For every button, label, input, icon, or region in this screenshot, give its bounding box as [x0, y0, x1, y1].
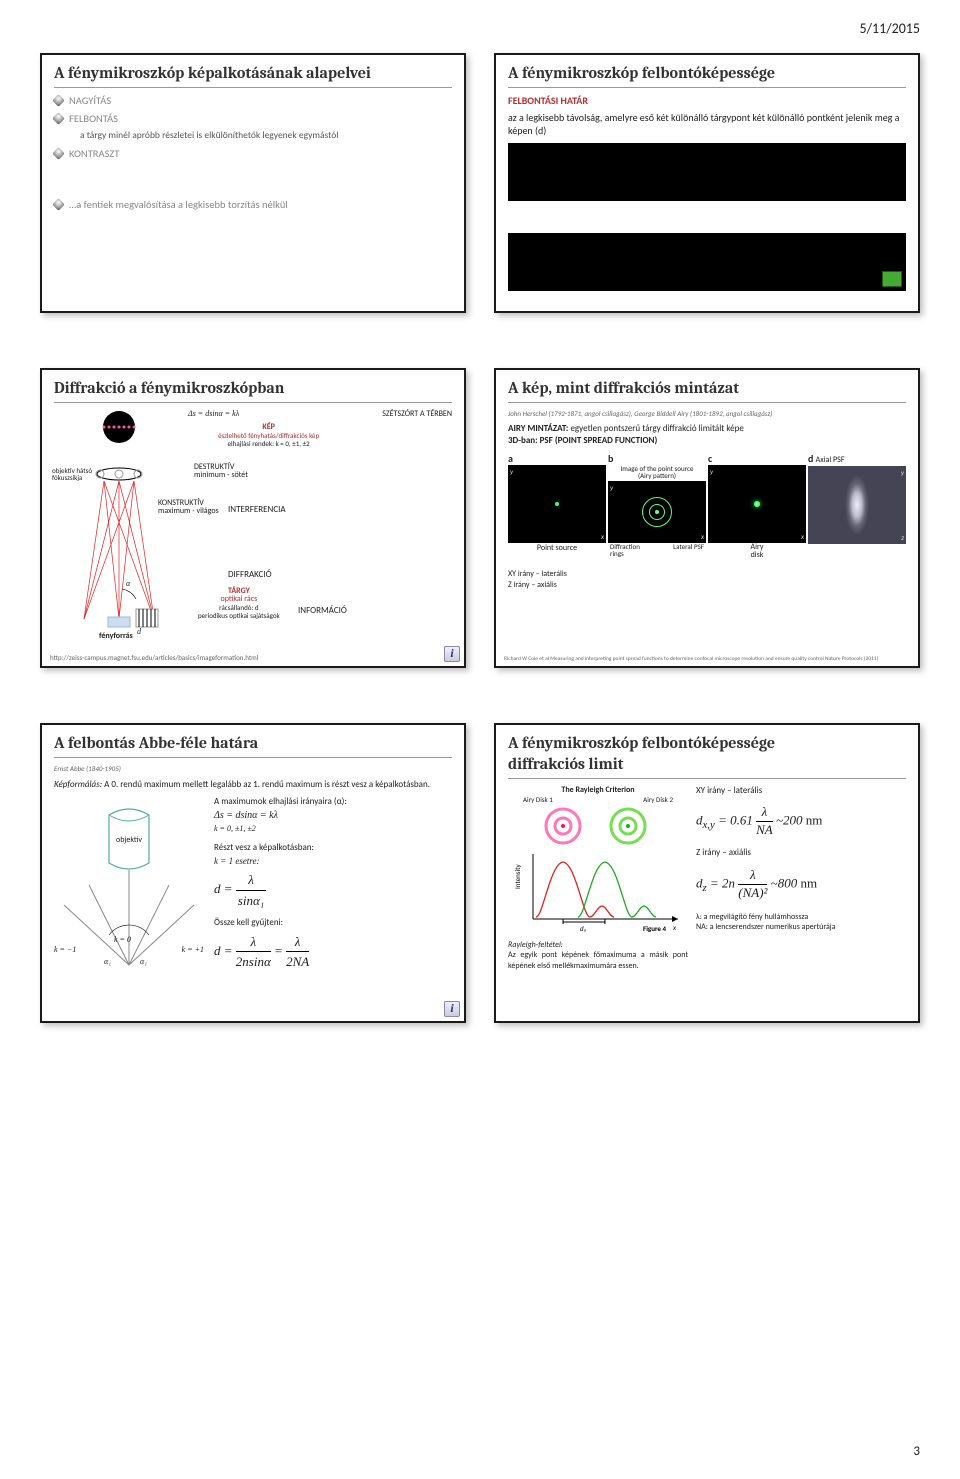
s3-kep3: elhajlási rendek: k = 0, ±1, ±2	[228, 439, 310, 448]
bullet-icon	[52, 198, 65, 211]
info-icon: i	[444, 1001, 460, 1017]
s4-credit: John Herschel (1792-1871, angol csillagá…	[508, 409, 906, 418]
s1-b2s: a tárgy minél apróbb részletei is elkülö…	[80, 128, 452, 142]
s3-info: INFORMÁCIÓ	[298, 605, 347, 617]
s6-t2: diffrakciós limit	[508, 755, 623, 773]
s4-img2: (Airy pattern)	[638, 471, 676, 480]
slide6-title: A fénymikroszkóp felbontóképessége diffr…	[508, 733, 906, 779]
s4-p3: Lateral PSF	[673, 543, 704, 557]
s1-b3: KONTRASZT	[69, 147, 119, 161]
s5-km1: k = −1	[54, 945, 76, 955]
s5-maxline: A maximumok elhajlási irányaira (α):	[214, 795, 452, 809]
s3-interf: INTERFERENCIA	[228, 504, 286, 516]
bullet-icon	[52, 148, 65, 161]
svg-text:Intensity: Intensity	[513, 864, 522, 889]
s6-na: NA: a lencserendszer numerikus apertúráj…	[696, 922, 906, 932]
s5-ossze: Össze kell gyűjteni:	[214, 916, 452, 930]
s5-reszt: Részt vesz a képalkotásban:	[214, 841, 452, 855]
s5-eq1: Δs = dsinα = kλ	[214, 808, 452, 823]
slide-3: Diffrakció a fénymikroszkópban	[40, 368, 466, 668]
s5-k0: k = 0	[114, 935, 131, 945]
s4-airy1: AIRY MINTÁZAT:	[508, 423, 568, 434]
bullet-icon	[52, 94, 65, 107]
slide-5: A felbontás Abbe-féle határa Ernst Abbe …	[40, 723, 466, 1023]
bullet-icon	[52, 113, 65, 126]
s4-airy2: 3D-ban: PSF (POINT SPREAD FUNCTION)	[508, 435, 906, 447]
slide-4: A kép, mint diffrakciós mintázat John He…	[494, 368, 920, 668]
s4-xy: XY irány – laterális	[508, 569, 906, 579]
page-number: 3	[913, 1444, 920, 1459]
slide3-title: Diffrakció a fénymikroszkópban	[54, 378, 452, 403]
s5-l1a: Képformálás:	[54, 779, 102, 790]
s6-ray1: Rayleigh-feltétel:	[508, 940, 688, 950]
s5-k1e: k = 1 esetre:	[214, 855, 452, 869]
s3-dest2: minimum - sötét	[194, 470, 248, 480]
s3-szet: SZÉTSZÓRT A TÉRBEN	[382, 409, 452, 419]
s2-sub: FELBONTÁSI HATÁR	[508, 94, 588, 107]
s5-eq1b: k = 0, ±1, ±2	[214, 823, 452, 835]
s6-lambda: λ: a megvilágító fény hullámhossza	[696, 912, 906, 922]
s6-xy: XY irány – laterális	[696, 785, 906, 797]
svg-text:x: x	[672, 923, 677, 932]
s3-alpha: α	[126, 579, 130, 589]
slide1-title: A fénymikroszkóp képalkotásának alapelve…	[54, 63, 452, 88]
s4-pc: c	[708, 452, 806, 465]
redacted-image-2	[508, 233, 906, 291]
s3-src: http://zeiss-campus.magnet.fsu.edu/artic…	[50, 653, 258, 662]
s6-ray2: Az egyik pont képének főmaximuma a másik…	[508, 950, 688, 971]
s4-airy1b: egyetlen pontszerű tárgy diffrakció limi…	[568, 423, 743, 434]
s3-kep2: észlelhető fényhatás/diffrakciós kép	[218, 431, 319, 440]
slide-2: A fénymikroszkóp felbontóképessége FELBO…	[494, 53, 920, 313]
slide4-title: A kép, mint diffrakciós mintázat	[508, 378, 906, 403]
svg-text:Figure 4: Figure 4	[643, 924, 667, 933]
page-date: 5/11/2015	[40, 20, 920, 37]
s4-p4b: disk	[751, 550, 764, 560]
s1-b1: NAGYÍTÁS	[69, 94, 111, 108]
s6-a1: Airy Disk 1	[523, 795, 553, 804]
diffraction-diagram	[54, 409, 184, 644]
s6-a2: Airy Disk 2	[643, 795, 673, 804]
s3-fenyforras: fényforrás	[99, 631, 133, 641]
slide-1: A fénymikroszkóp képalkotásának alapelve…	[40, 53, 466, 313]
s4-p2b: rings	[610, 549, 624, 558]
s2-def: az a legkisebb távolság, amelyre eső két…	[508, 111, 906, 137]
s3-objlabel2: fókuszsíkja	[52, 473, 82, 482]
s4-p1: Point source	[508, 543, 606, 553]
s1-b2: FELBONTÁS	[69, 112, 118, 126]
s3-targy4: periodikus optikai sajátságok	[198, 611, 280, 620]
s6-ct: The Rayleigh Criterion	[508, 785, 688, 795]
s5-a1: α₁	[104, 957, 111, 967]
info-icon: i	[444, 646, 460, 662]
slide2-title: A fénymikroszkóp felbontóképessége	[508, 63, 906, 88]
redacted-image-1	[508, 143, 906, 201]
s5-a1b: α₁	[140, 957, 147, 967]
s4-pd: d	[808, 452, 813, 465]
s5-l1b: A 0. rendű maximum mellett legalább az 1…	[102, 779, 430, 790]
s4-dlab: Axial PSF	[816, 455, 845, 465]
slide5-title: A felbontás Abbe-féle határa	[54, 733, 452, 758]
slide-6: A fénymikroszkóp felbontóképessége diffr…	[494, 723, 920, 1023]
s3-d: d	[137, 627, 141, 637]
s4-z: Z irány – axiális	[508, 580, 906, 590]
s3-eq: Δs = dsinα = kλ	[188, 409, 239, 419]
s4-ref: Richard W Cole et al Measuring and inter…	[504, 657, 910, 663]
s4-pa: a	[508, 452, 606, 465]
s5-credit: Ernst Abbe (1840-1905)	[54, 764, 452, 773]
s5-obj: objektív	[116, 835, 142, 845]
s5-kp1: k = +1	[182, 945, 204, 955]
s1-b4: …a fentiek megvalósítása a legkisebb tor…	[69, 198, 288, 212]
s3-diff: DIFFRAKCIÓ	[228, 569, 272, 581]
s6-t1: A fénymikroszkóp felbontóképessége	[508, 734, 775, 752]
svg-text:d₀: d₀	[580, 924, 587, 933]
s3-konst2: maximum - világos	[158, 506, 219, 516]
s6-zline: Z irány – axiális	[696, 847, 906, 859]
rayleigh-chart: Intensity x d₀ Figure 4	[508, 804, 688, 934]
